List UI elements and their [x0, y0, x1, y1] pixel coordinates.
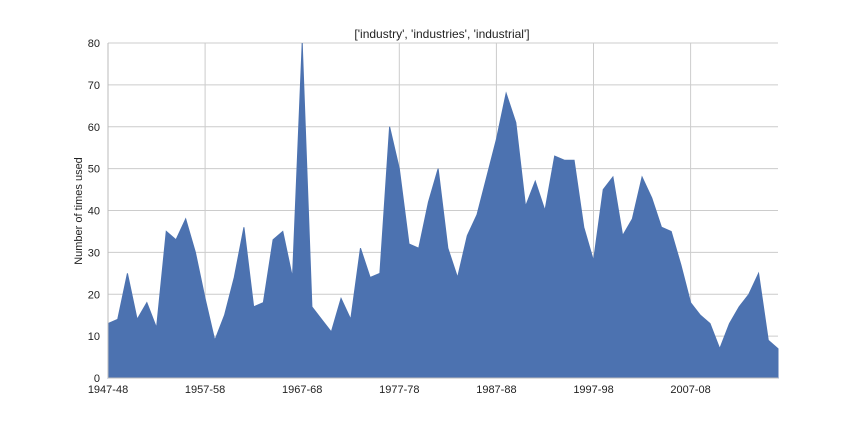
x-tick-label: 1977-78 [379, 384, 419, 396]
x-tick-label: 1997-98 [573, 384, 613, 396]
y-axis-label: Number of times used [73, 157, 85, 265]
y-tick-label: 20 [88, 289, 100, 301]
y-tick-label: 10 [88, 331, 100, 343]
y-tick-label: 50 [88, 164, 100, 176]
area-series [107, 42, 779, 379]
x-tick-label: 1957-58 [185, 384, 225, 396]
y-tick-label: 80 [88, 38, 100, 50]
y-tick-labels: 0 10 20 30 40 50 60 70 80 [88, 38, 100, 385]
y-tick-label: 30 [88, 247, 100, 259]
y-tick-label: 60 [88, 122, 100, 134]
chart-title: ['industry', 'industries', 'industrial'] [354, 27, 529, 41]
y-tick-label: 40 [88, 206, 100, 218]
x-tick-label: 1987-88 [476, 384, 516, 396]
axes [107, 43, 778, 379]
x-tick-labels: 1947-48 1957-58 1967-68 1977-78 1987-88 1997-… [88, 384, 711, 396]
y-tick-label: 0 [94, 373, 100, 385]
x-tick-label: 2007-08 [670, 384, 710, 396]
x-tick-label: 1947-48 [88, 384, 128, 396]
x-tick-label: 1967-68 [282, 384, 322, 396]
y-tick-label: 70 [88, 80, 100, 92]
area-fill [107, 42, 779, 379]
